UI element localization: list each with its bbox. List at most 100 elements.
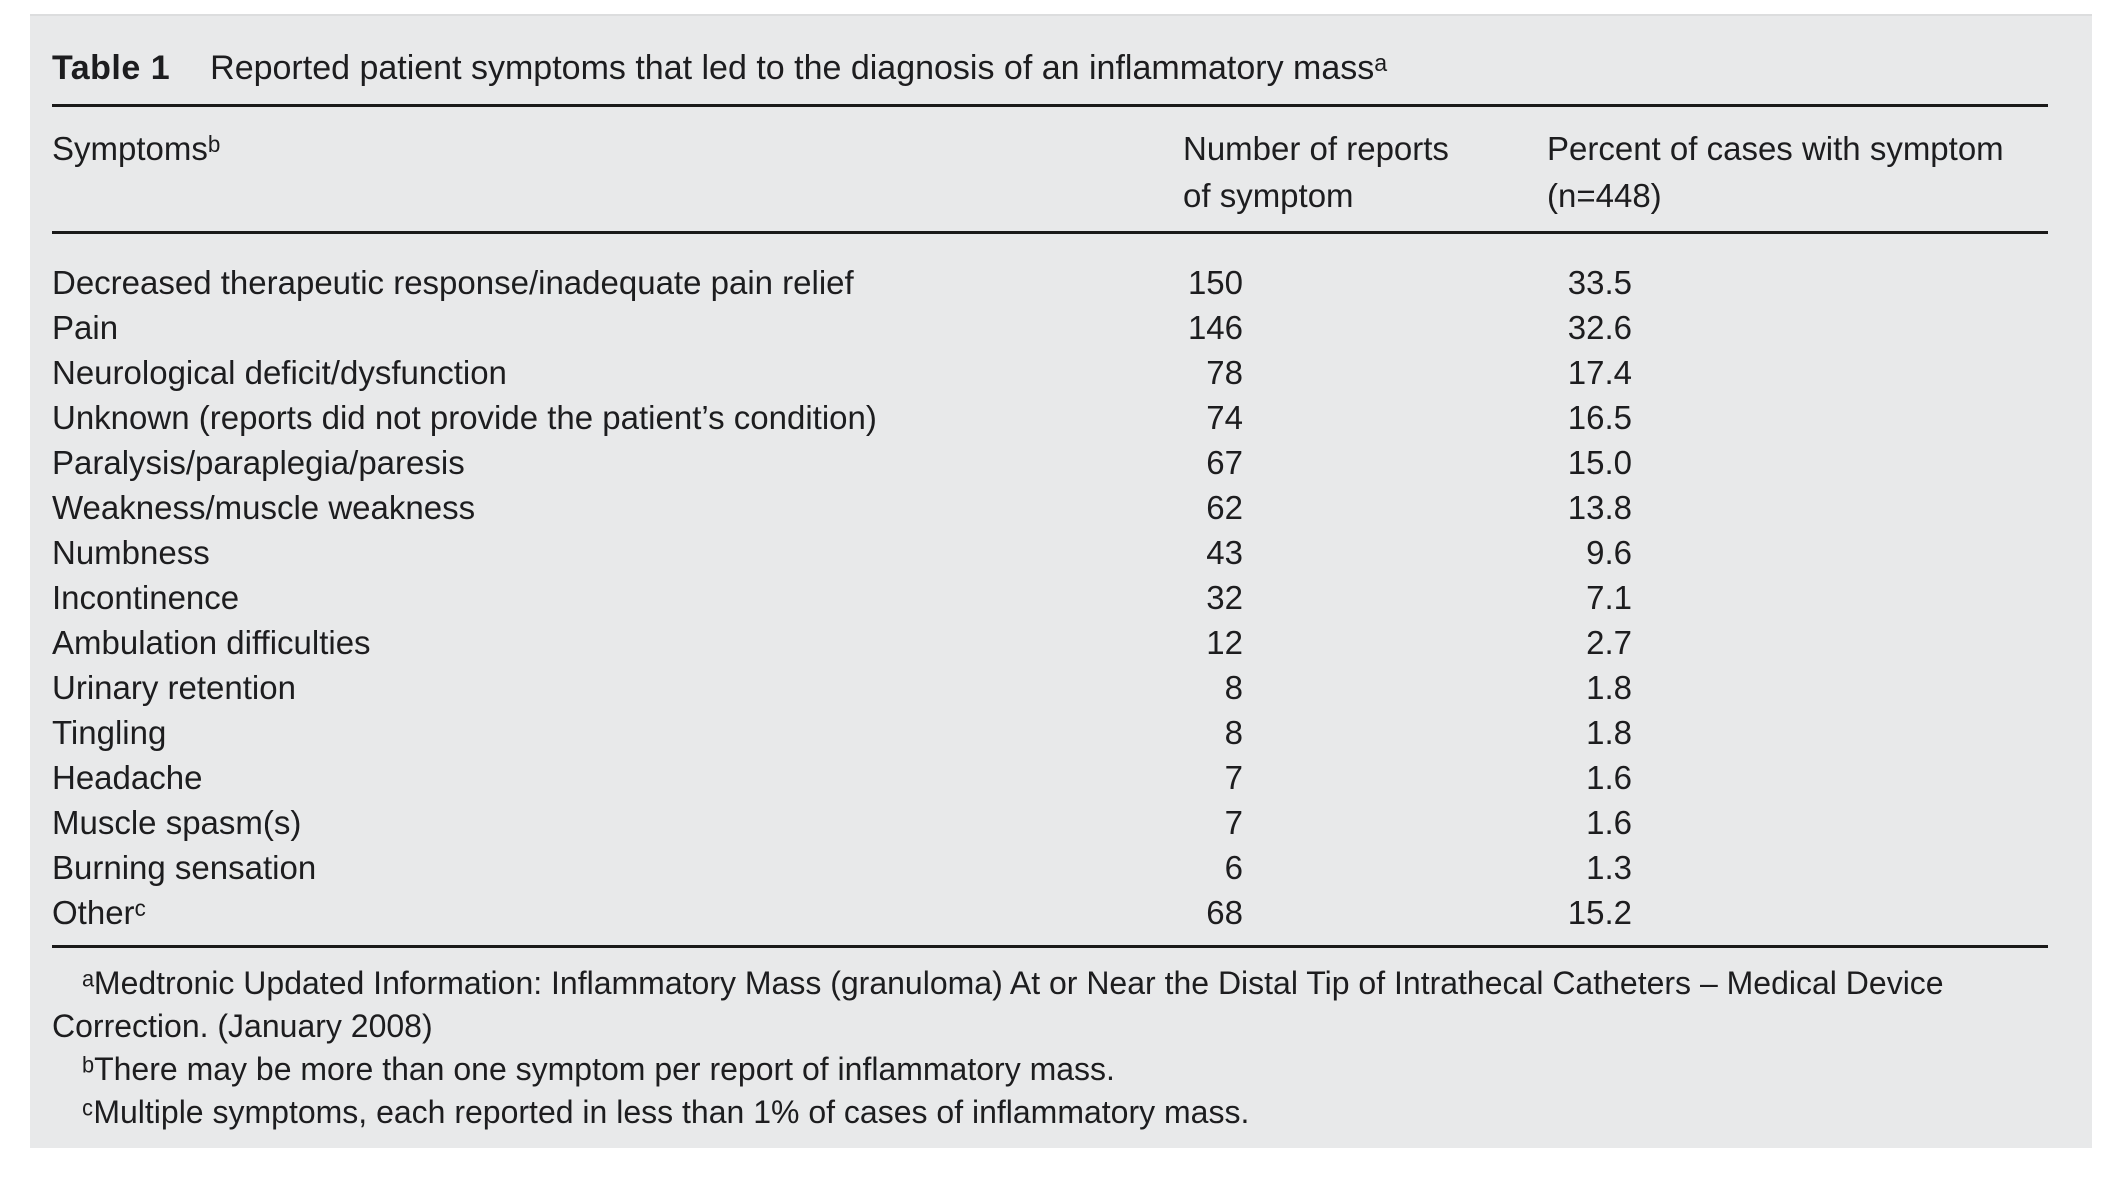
count-cell: 146 — [1187, 309, 1243, 346]
percent-cell-wrap: 16.5 — [1547, 395, 2048, 440]
table-row: Pain 146 32.6 — [52, 305, 2048, 350]
symptom-cell: Incontinence — [52, 579, 240, 616]
count-cell: 78 — [1206, 354, 1243, 391]
symptom-cell: Paralysis/paraplegia/paresis — [52, 444, 465, 481]
header-number-line2: of symptom — [1183, 177, 1354, 214]
symptom-cell: Burning sensation — [52, 849, 317, 886]
table-footnotes: ᵃMedtronic Updated Information: Inflamma… — [52, 948, 2048, 1134]
table-row: Unknown (reports did not provide the pat… — [52, 395, 2048, 440]
percent-cell: 32.6 — [1567, 309, 1632, 346]
footnote-c: ᶜMultiple symptoms, each reported in les… — [82, 1094, 1250, 1130]
table-header-row: Symptomsᵇ Number of reports of symptom P… — [52, 107, 2048, 231]
percent-cell: 1.6 — [1586, 804, 1632, 841]
percent-cell-wrap: 15.0 — [1547, 440, 2048, 485]
percent-cell: 2.7 — [1586, 624, 1632, 661]
symptom-cell: Neurological deficit/dysfunction — [52, 354, 507, 391]
percent-cell-wrap: 33.5 — [1547, 260, 2048, 305]
percent-cell: 7.1 — [1586, 579, 1632, 616]
footnote-b: ᵇThere may be more than one symptom per … — [82, 1051, 1115, 1087]
header-percent: Percent of cases with symptom (n=448) — [1547, 125, 2048, 219]
count-cell: 7 — [1224, 759, 1243, 796]
count-cell-wrap: 8 — [1183, 710, 1547, 755]
rule-top — [52, 104, 2048, 107]
count-cell-wrap: 146 — [1183, 305, 1547, 350]
percent-cell-wrap: 2.7 — [1547, 620, 2048, 665]
symptom-cell: Tingling — [52, 714, 167, 751]
header-percent-line1: Percent of cases with symptom — [1547, 130, 2004, 167]
percent-cell: 13.8 — [1567, 489, 1632, 526]
table-row: Decreased therapeutic response/inadequat… — [52, 260, 2048, 305]
symptom-cell: Muscle spasm(s) — [52, 804, 302, 841]
count-cell: 12 — [1206, 624, 1243, 661]
symptom-cell: Decreased therapeutic response/inadequat… — [52, 264, 854, 301]
count-cell-wrap: 74 — [1183, 395, 1547, 440]
table-body: Decreased therapeutic response/inadequat… — [52, 234, 2048, 945]
count-cell: 68 — [1206, 894, 1243, 931]
count-cell-wrap: 8 — [1183, 665, 1547, 710]
symptom-cell: Urinary retention — [52, 669, 296, 706]
symptom-cell: Unknown (reports did not provide the pat… — [52, 399, 877, 436]
rule-bottom — [52, 945, 2048, 948]
percent-cell: 1.3 — [1586, 849, 1632, 886]
table-row: Muscle spasm(s) 7 1.6 — [52, 800, 2048, 845]
header-number-line1: Number of reports — [1183, 130, 1449, 167]
count-cell: 8 — [1224, 714, 1243, 751]
table-row: Tingling 8 1.8 — [52, 710, 2048, 755]
symptom-cell: Ambulation difficulties — [52, 624, 371, 661]
table-row: Otherᶜ 68 15.2 — [52, 890, 2048, 935]
count-cell-wrap: 68 — [1183, 890, 1547, 935]
count-cell: 150 — [1187, 264, 1243, 301]
count-cell: 43 — [1206, 534, 1243, 571]
count-cell: 67 — [1206, 444, 1243, 481]
percent-cell-wrap: 1.6 — [1547, 800, 2048, 845]
count-cell-wrap: 62 — [1183, 485, 1547, 530]
table-content: Table 1 Reported patient symptoms that le… — [30, 14, 2092, 1148]
percent-cell: 9.6 — [1586, 534, 1632, 571]
table-row: Urinary retention 8 1.8 — [52, 665, 2048, 710]
percent-cell: 15.0 — [1567, 444, 1632, 481]
symptom-cell: Headache — [52, 759, 203, 796]
table-row: Burning sensation 6 1.3 — [52, 845, 2048, 890]
table-row: Paralysis/paraplegia/paresis 67 15.0 — [52, 440, 2048, 485]
table-panel: Table 1 Reported patient symptoms that le… — [30, 14, 2092, 1148]
percent-cell-wrap: 32.6 — [1547, 305, 2048, 350]
percent-cell-wrap: 17.4 — [1547, 350, 2048, 395]
table-number-label: Table 1 — [52, 49, 171, 87]
percent-cell: 1.6 — [1586, 759, 1632, 796]
count-cell: 74 — [1206, 399, 1243, 436]
count-cell-wrap: 12 — [1183, 620, 1547, 665]
percent-cell: 16.5 — [1567, 399, 1632, 436]
symptom-cell: Numbness — [52, 534, 210, 571]
table-row: Neurological deficit/dysfunction 78 17.4 — [52, 350, 2048, 395]
table-row: Numbness 43 9.6 — [52, 530, 2048, 575]
percent-cell-wrap: 1.8 — [1547, 665, 2048, 710]
table-row: Weakness/muscle weakness 62 13.8 — [52, 485, 2048, 530]
count-cell-wrap: 7 — [1183, 800, 1547, 845]
count-cell-wrap: 7 — [1183, 755, 1547, 800]
count-cell-wrap: 67 — [1183, 440, 1547, 485]
count-cell: 62 — [1206, 489, 1243, 526]
symptom-cell: Pain — [52, 309, 119, 346]
percent-cell-wrap: 1.3 — [1547, 845, 2048, 890]
count-cell: 32 — [1206, 579, 1243, 616]
table-row: Ambulation difficulties 12 2.7 — [52, 620, 2048, 665]
footnote-a: ᵃMedtronic Updated Information: Inflamma… — [52, 965, 1944, 1044]
count-cell: 8 — [1224, 669, 1243, 706]
percent-cell-wrap: 1.6 — [1547, 755, 2048, 800]
symptom-cell: Weakness/muscle weakness — [52, 489, 476, 526]
header-symptoms: Symptomsᵇ — [52, 130, 221, 167]
percent-cell-wrap: 15.2 — [1547, 890, 2048, 935]
count-cell-wrap: 78 — [1183, 350, 1547, 395]
symptom-cell: Otherᶜ — [52, 894, 147, 931]
count-cell: 6 — [1224, 849, 1243, 886]
percent-cell-wrap: 9.6 — [1547, 530, 2048, 575]
percent-cell: 1.8 — [1586, 714, 1632, 751]
header-percent-line2: (n=448) — [1547, 177, 1662, 214]
percent-cell: 15.2 — [1567, 894, 1632, 931]
header-number-of-reports: Number of reports of symptom — [1183, 125, 1547, 219]
count-cell-wrap: 6 — [1183, 845, 1547, 890]
percent-cell: 1.8 — [1586, 669, 1632, 706]
count-cell-wrap: 43 — [1183, 530, 1547, 575]
rule-header — [52, 231, 2048, 234]
count-cell-wrap: 150 — [1183, 260, 1547, 305]
